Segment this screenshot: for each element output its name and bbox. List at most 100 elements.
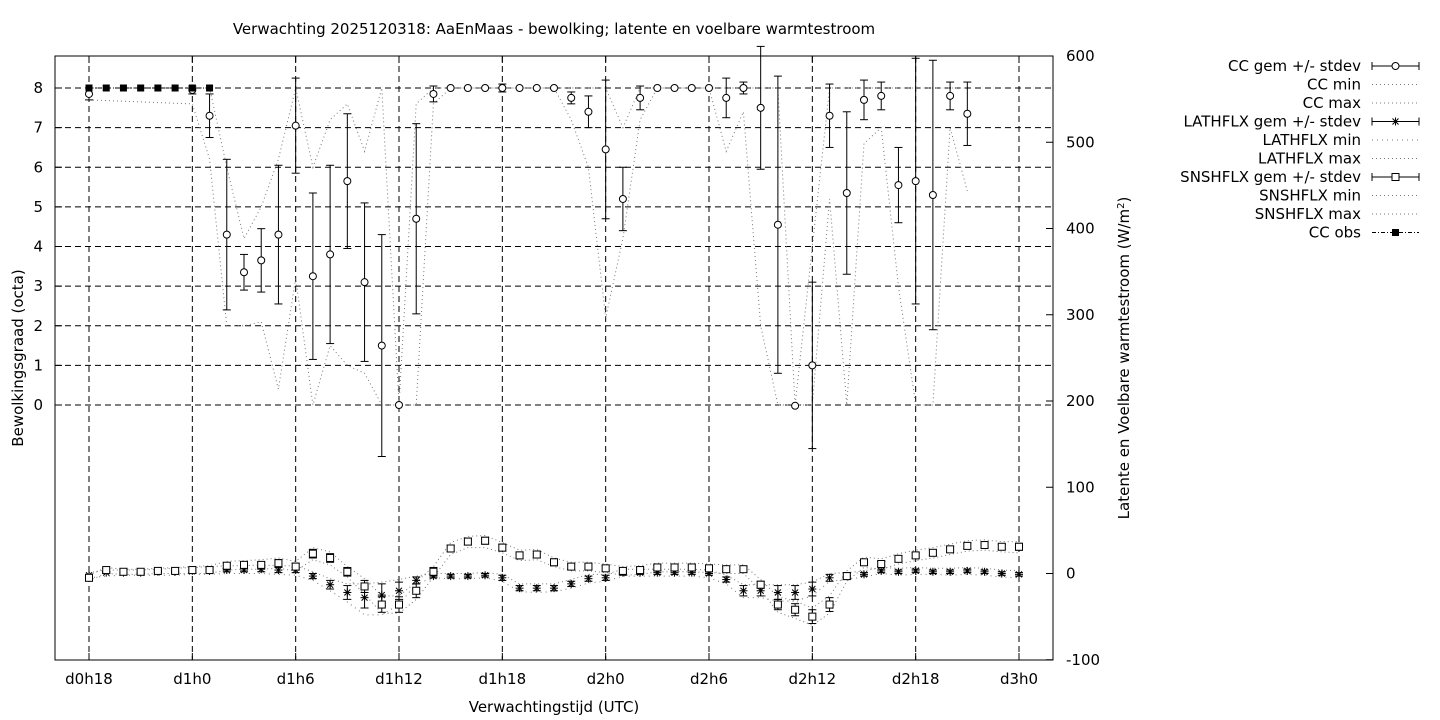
snshflx-mean-point bbox=[980, 541, 989, 550]
lathflx-mean-point bbox=[808, 585, 817, 594]
snshflx-mean-point bbox=[705, 564, 713, 573]
lathflx-mean-point bbox=[360, 593, 369, 602]
x-tick-label: d2h18 bbox=[892, 670, 940, 688]
snshflx-mean-point bbox=[377, 600, 386, 609]
lathflx-mean-point bbox=[412, 576, 421, 585]
cc-mean-point bbox=[722, 93, 731, 102]
snshflx-mean-point bbox=[326, 553, 335, 562]
lathflx-mean-point-stroke bbox=[533, 584, 541, 592]
snshflx-mean-point bbox=[584, 562, 593, 571]
snshflx-mean-point bbox=[153, 566, 162, 575]
lathflx-mean-point-stroke bbox=[877, 567, 885, 575]
lathflx-mean-point-stroke bbox=[464, 572, 472, 580]
x-axis-label: Verwachtingstijd (UTC) bbox=[469, 698, 640, 716]
legend-label: SNSHFLX min bbox=[1259, 187, 1361, 205]
lathflx-mean-point bbox=[877, 566, 886, 575]
lathflx-mean-point bbox=[928, 567, 937, 576]
cc-mean-point bbox=[515, 84, 524, 92]
cc-mean-point bbox=[808, 361, 817, 370]
cc-mean-point bbox=[481, 84, 490, 92]
cc-mean-point bbox=[911, 177, 920, 186]
snshflx-mean-point bbox=[102, 566, 111, 575]
snshflx-mean-point bbox=[343, 567, 352, 576]
lathflx-mean-point bbox=[894, 567, 903, 576]
snshflx-mean-point bbox=[722, 565, 731, 574]
cc-mean-point bbox=[825, 111, 834, 120]
snshflx-mean-point bbox=[808, 612, 817, 621]
legend-label: SNSHFLX gem +/- stdev bbox=[1180, 168, 1361, 186]
snshflx-mean-point bbox=[997, 542, 1006, 551]
cc-mean-point bbox=[240, 268, 248, 277]
y-tick-label: 8 bbox=[33, 79, 43, 97]
snshflx-mean-point bbox=[567, 562, 576, 571]
snshflx-mean-point bbox=[739, 565, 748, 574]
y-tick-label: 5 bbox=[33, 198, 43, 216]
cc-obs-point bbox=[119, 84, 127, 92]
y2-axis-label-end: ) bbox=[1115, 197, 1133, 203]
cc-mean-point bbox=[274, 230, 283, 239]
snshflx-mean-point bbox=[463, 537, 472, 546]
cc-mean-point bbox=[291, 121, 300, 130]
cc-mean-point bbox=[946, 91, 955, 100]
lathflx-mean-point bbox=[395, 586, 403, 595]
lathflx-mean-point-stroke bbox=[395, 587, 403, 595]
data-marks bbox=[85, 45, 1023, 625]
x-tick-label: d2h12 bbox=[788, 670, 836, 688]
lathflx-mean-point-stroke bbox=[774, 589, 782, 596]
y-tick-label: 7 bbox=[33, 119, 43, 137]
cc-mean-point bbox=[446, 84, 455, 92]
snshflx-mean-point bbox=[222, 561, 231, 570]
lathflx-mean-point-stroke bbox=[722, 576, 730, 583]
y2-tick-label: 300 bbox=[1066, 306, 1095, 324]
snshflx-mean-point bbox=[963, 541, 972, 550]
cc-mean-point bbox=[463, 84, 472, 92]
snshflx-mean-point bbox=[756, 580, 765, 589]
snshflx-mean-point bbox=[291, 562, 300, 571]
y-tick-label: 0 bbox=[33, 396, 43, 414]
lathflx-mean-point bbox=[946, 567, 955, 576]
cc-mean-point bbox=[429, 89, 438, 98]
cc-obs-point bbox=[188, 84, 196, 92]
lathflx-mean-point-stroke bbox=[516, 584, 523, 592]
snshflx-mean-point bbox=[894, 554, 903, 563]
cc-mean-point bbox=[687, 84, 696, 92]
lathflx-mean-point bbox=[584, 574, 593, 583]
legend-label: CC min bbox=[1307, 76, 1361, 94]
lathflx-mean-point bbox=[722, 575, 731, 584]
cc-mean-point bbox=[412, 214, 421, 223]
legend-label: CC gem +/- stdev bbox=[1228, 57, 1361, 75]
lathflx-mean-point bbox=[326, 580, 335, 589]
x-tick-label: d0h18 bbox=[65, 670, 113, 688]
min-max-lines bbox=[88, 87, 1020, 626]
y2-tick-label: 500 bbox=[1066, 133, 1095, 151]
plot-frame bbox=[54, 55, 1054, 661]
lathflx-mean-point-stroke bbox=[808, 585, 816, 593]
cc-mean-point bbox=[257, 256, 266, 265]
cc-mean-point bbox=[360, 278, 369, 287]
lathflx-mean-point-stroke bbox=[946, 568, 954, 576]
snshflx-mean-point bbox=[1015, 542, 1023, 551]
legend-marker bbox=[1391, 117, 1400, 126]
snshflx-mean-point bbox=[860, 558, 868, 567]
lathflx-mean-point-stroke bbox=[567, 580, 575, 588]
cc-obs-point bbox=[206, 84, 214, 92]
cc-obs-point bbox=[102, 84, 110, 92]
y2-tick-label: -100 bbox=[1066, 651, 1100, 669]
y-tick-label: 3 bbox=[33, 277, 43, 295]
snshflx-mean-point bbox=[498, 543, 507, 552]
cc-mean-point bbox=[326, 250, 335, 259]
lathflx-mean-point-stroke bbox=[447, 572, 455, 580]
cc-mean-point bbox=[739, 84, 748, 92]
cc-mean-point bbox=[308, 272, 317, 281]
snshflx-mean-point bbox=[687, 563, 696, 572]
cc-mean-point bbox=[756, 103, 765, 112]
lathflx-mean-point-stroke bbox=[275, 566, 282, 574]
lathflx-mean-point bbox=[911, 566, 920, 575]
snshflx-mean-point bbox=[205, 566, 214, 575]
x-tick-label: d2h6 bbox=[690, 670, 728, 688]
legend-label: LATHFLX max bbox=[1258, 150, 1361, 168]
x-tick-label: d2h0 bbox=[587, 670, 625, 688]
x-tick-label: d1h12 bbox=[375, 670, 423, 688]
cc-mean-point bbox=[498, 84, 507, 92]
